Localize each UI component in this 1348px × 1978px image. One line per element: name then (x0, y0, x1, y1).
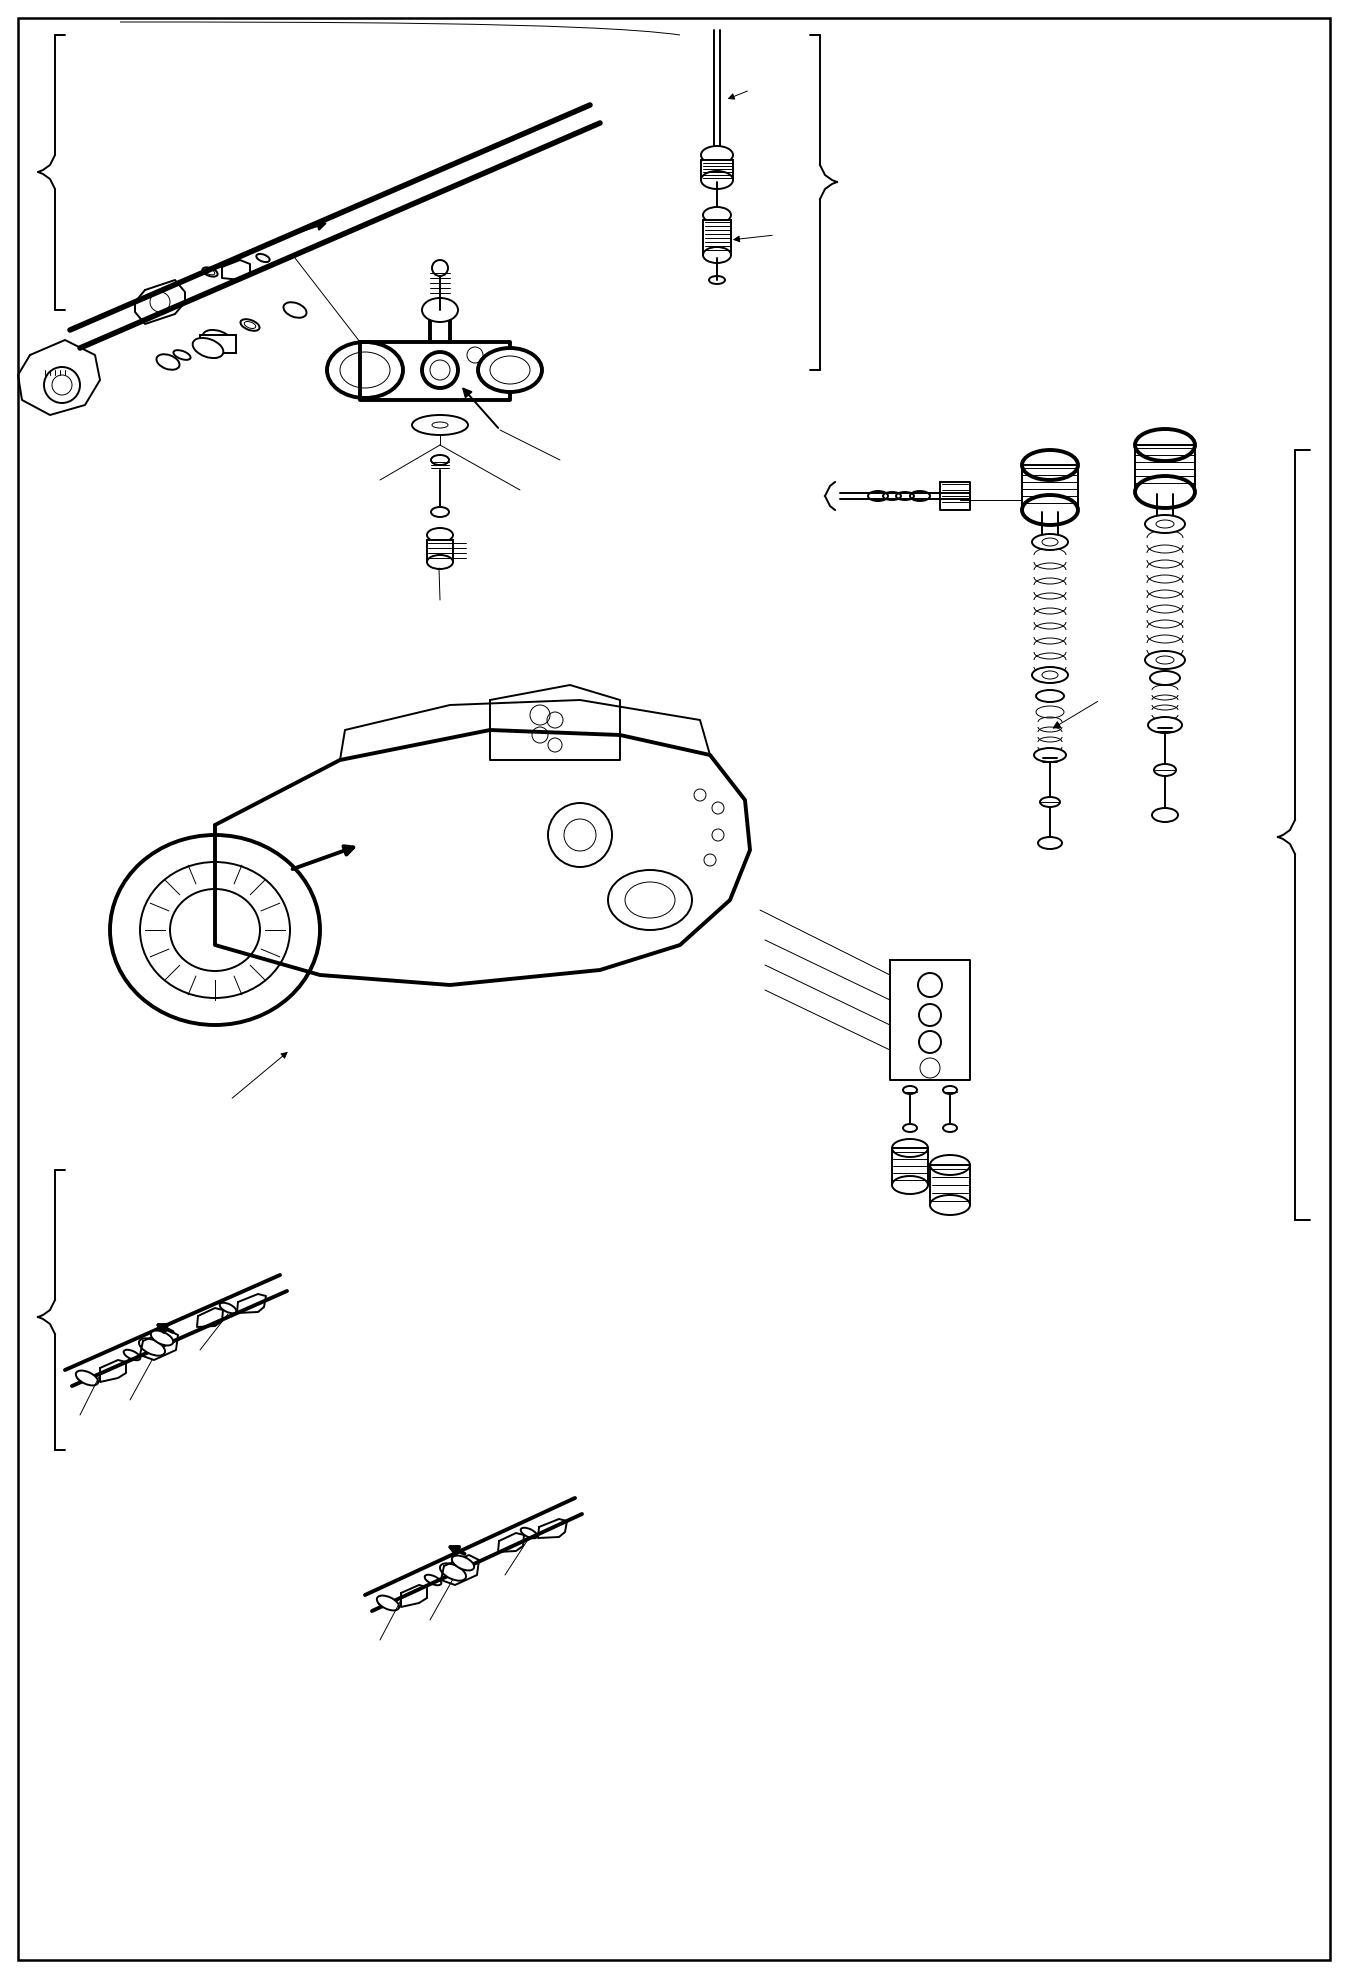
Ellipse shape (377, 1596, 399, 1610)
Polygon shape (214, 730, 749, 985)
Polygon shape (1135, 445, 1194, 493)
Ellipse shape (701, 146, 733, 164)
Ellipse shape (283, 303, 306, 318)
Bar (427, 540, 453, 562)
Circle shape (431, 259, 448, 277)
Ellipse shape (1148, 716, 1182, 734)
Ellipse shape (151, 1331, 173, 1345)
Polygon shape (892, 1147, 927, 1185)
Ellipse shape (1033, 534, 1068, 550)
Circle shape (919, 1031, 941, 1052)
Bar (200, 334, 236, 352)
Ellipse shape (892, 1177, 927, 1195)
Circle shape (549, 803, 612, 866)
Polygon shape (100, 1361, 125, 1383)
Ellipse shape (608, 870, 692, 930)
Polygon shape (197, 1307, 222, 1327)
Ellipse shape (892, 1139, 927, 1157)
Polygon shape (222, 259, 249, 281)
Polygon shape (140, 1329, 178, 1361)
Polygon shape (360, 342, 510, 400)
Polygon shape (1022, 465, 1078, 510)
Ellipse shape (431, 506, 449, 516)
Bar (704, 220, 731, 255)
Polygon shape (930, 1165, 971, 1205)
Ellipse shape (1022, 451, 1078, 481)
Ellipse shape (422, 299, 458, 322)
Ellipse shape (328, 342, 403, 398)
Ellipse shape (156, 354, 179, 370)
Polygon shape (497, 1533, 524, 1553)
Ellipse shape (479, 348, 542, 392)
Ellipse shape (1144, 651, 1185, 669)
Ellipse shape (1034, 748, 1066, 762)
Ellipse shape (1033, 667, 1068, 682)
Ellipse shape (193, 338, 224, 358)
Ellipse shape (1144, 514, 1185, 532)
Ellipse shape (140, 862, 290, 999)
Polygon shape (491, 684, 620, 760)
Polygon shape (135, 281, 185, 324)
Polygon shape (237, 1294, 266, 1313)
Ellipse shape (944, 1086, 957, 1094)
Polygon shape (400, 1584, 427, 1606)
Polygon shape (890, 959, 971, 1080)
Ellipse shape (704, 247, 731, 263)
Ellipse shape (412, 415, 468, 435)
Bar (701, 160, 733, 180)
Ellipse shape (452, 1555, 474, 1571)
Ellipse shape (111, 835, 319, 1025)
Ellipse shape (903, 1124, 917, 1131)
Polygon shape (18, 340, 100, 415)
Polygon shape (538, 1519, 568, 1539)
Ellipse shape (439, 1563, 466, 1580)
Ellipse shape (1041, 797, 1060, 807)
Ellipse shape (139, 1339, 164, 1355)
Polygon shape (940, 483, 971, 510)
Ellipse shape (704, 208, 731, 224)
Ellipse shape (431, 455, 449, 465)
Ellipse shape (1022, 494, 1078, 524)
Ellipse shape (1154, 764, 1175, 775)
Ellipse shape (427, 528, 453, 542)
Ellipse shape (903, 1086, 917, 1094)
Circle shape (919, 1005, 941, 1027)
Polygon shape (441, 1555, 479, 1584)
Ellipse shape (930, 1155, 971, 1175)
Ellipse shape (930, 1195, 971, 1214)
Ellipse shape (701, 170, 733, 190)
Ellipse shape (1135, 429, 1194, 461)
Ellipse shape (1153, 807, 1178, 823)
Ellipse shape (944, 1124, 957, 1131)
Ellipse shape (1135, 477, 1194, 508)
Ellipse shape (427, 556, 453, 570)
Ellipse shape (202, 330, 233, 350)
Ellipse shape (75, 1371, 98, 1385)
Ellipse shape (1038, 837, 1062, 849)
Circle shape (918, 973, 942, 997)
